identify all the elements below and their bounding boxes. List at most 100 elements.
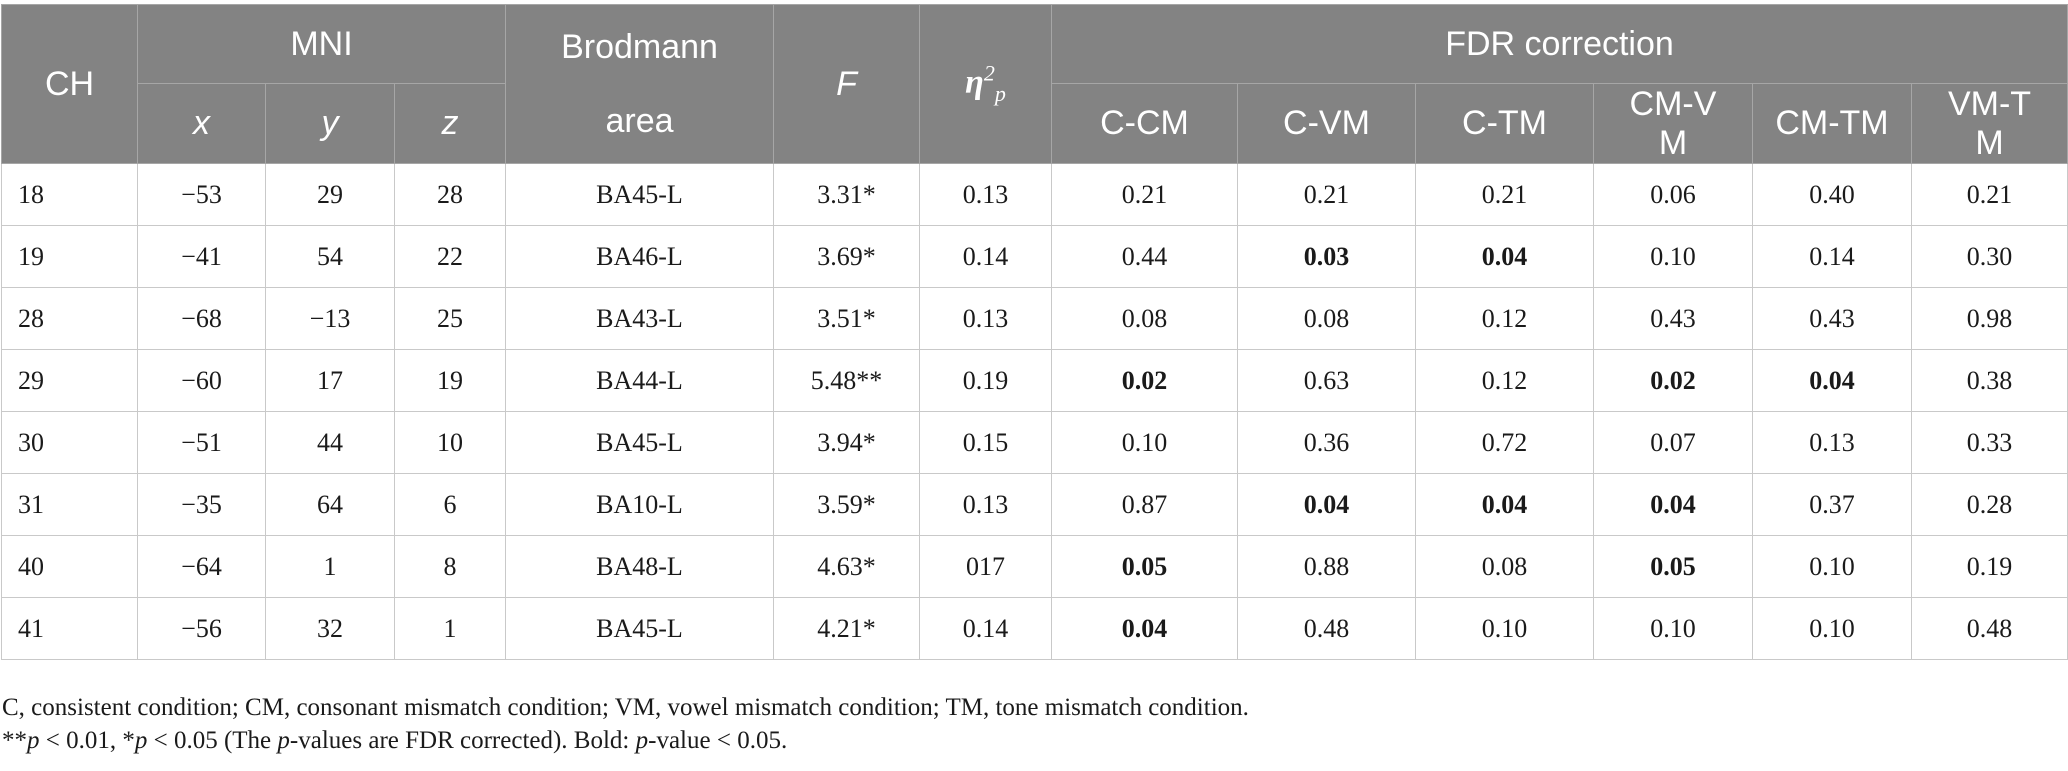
cell-c-cm: 0.04 xyxy=(1051,597,1238,660)
cell-c-vm: 0.08 xyxy=(1237,287,1416,350)
cell-c-vm: 0.48 xyxy=(1237,597,1416,660)
cell-cm-tm: 0.10 xyxy=(1752,597,1912,660)
table-header: CH MNI Brodmann area F η2p FDR correctio… xyxy=(1,4,2068,164)
cell-area: BA43-L xyxy=(505,287,774,350)
cell-eta: 0.14 xyxy=(919,597,1052,660)
header-f: F xyxy=(773,4,920,164)
cell-vm-tm: 0.30 xyxy=(1910,225,2068,288)
header-c-vm: C-VM xyxy=(1237,83,1416,164)
cell-ch: 30 xyxy=(1,411,138,474)
cell-z: 28 xyxy=(394,163,506,226)
cell-c-cm: 0.02 xyxy=(1051,349,1238,412)
table-footnotes: C, consistent condition; CM, consonant m… xyxy=(2,691,1249,757)
header-ch: CH xyxy=(1,4,138,164)
header-eta: η2p xyxy=(919,4,1052,164)
footnote-p: p xyxy=(134,727,148,754)
cell-c-cm: 0.21 xyxy=(1051,163,1238,226)
eta-sup: 2 xyxy=(983,60,995,86)
cell-area: BA10-L xyxy=(505,473,774,536)
cell-ch: 29 xyxy=(1,349,138,412)
cell-x: −68 xyxy=(137,287,266,350)
cell-cm-vm: 0.10 xyxy=(1593,597,1753,660)
cell-area: BA45-L xyxy=(505,597,774,660)
header-vm-tm: VM-TM xyxy=(1910,83,2068,164)
cell-y: 64 xyxy=(265,473,395,536)
cell-vm-tm: 0.38 xyxy=(1910,349,2068,412)
cell-vm-tm: 0.98 xyxy=(1910,287,2068,350)
cell-z: 1 xyxy=(394,597,506,660)
cell-ch: 31 xyxy=(1,473,138,536)
header-z: z xyxy=(394,83,506,164)
cell-vm-tm: 0.21 xyxy=(1910,163,2068,226)
cell-c-tm: 0.72 xyxy=(1415,411,1594,474)
cell-y: 1 xyxy=(265,535,395,598)
cell-c-vm: 0.88 xyxy=(1237,535,1416,598)
table-row: 30 −51 44 10 BA45-L 3.94* 0.15 0.10 0.36… xyxy=(1,411,2068,474)
cell-cm-vm: 0.04 xyxy=(1593,473,1753,536)
table-row: 31 −35 64 6 BA10-L 3.59* 0.13 0.87 0.04 … xyxy=(1,473,2068,536)
cell-cm-vm: 0.06 xyxy=(1593,163,1753,226)
cell-y: 32 xyxy=(265,597,395,660)
eta-sub: p xyxy=(994,80,1006,106)
cell-x: −53 xyxy=(137,163,266,226)
cell-y: 54 xyxy=(265,225,395,288)
cell-c-vm: 0.36 xyxy=(1237,411,1416,474)
cell-f: 3.59* xyxy=(773,473,920,536)
cell-eta: 0.13 xyxy=(919,473,1052,536)
cell-ch: 18 xyxy=(1,163,138,226)
cell-eta: 0.19 xyxy=(919,349,1052,412)
table-body: 18 −53 29 28 BA45-L 3.31* 0.13 0.21 0.21… xyxy=(1,163,2068,660)
cell-area: BA46-L xyxy=(505,225,774,288)
table-row: 41 −56 32 1 BA45-L 4.21* 0.14 0.04 0.48 … xyxy=(1,597,2068,660)
footnote-part: -value < 0.05. xyxy=(648,727,788,754)
cell-cm-tm: 0.43 xyxy=(1752,287,1912,350)
cell-z: 22 xyxy=(394,225,506,288)
cell-c-vm: 0.04 xyxy=(1237,473,1416,536)
cell-z: 8 xyxy=(394,535,506,598)
header-brodmann: Brodmann area xyxy=(505,4,774,164)
table-row: 18 −53 29 28 BA45-L 3.31* 0.13 0.21 0.21… xyxy=(1,163,2068,226)
cell-y: 44 xyxy=(265,411,395,474)
cell-x: −41 xyxy=(137,225,266,288)
cell-c-tm: 0.04 xyxy=(1415,225,1594,288)
cell-y: 17 xyxy=(265,349,395,412)
cell-ch: 41 xyxy=(1,597,138,660)
table-row: 29 −60 17 19 BA44-L 5.48** 0.19 0.02 0.6… xyxy=(1,349,2068,412)
cell-vm-tm: 0.28 xyxy=(1910,473,2068,536)
table-row: 40 −64 1 8 BA48-L 4.63* 017 0.05 0.88 0.… xyxy=(1,535,2068,598)
header-fdr: FDR correction xyxy=(1050,4,2068,84)
header-x: x xyxy=(137,83,266,164)
cell-z: 25 xyxy=(394,287,506,350)
header-cm-tm: CM-TM xyxy=(1752,83,1912,164)
cell-ch: 19 xyxy=(1,225,138,288)
cell-eta: 0.14 xyxy=(919,225,1052,288)
cell-area: BA45-L xyxy=(505,163,774,226)
cell-cm-vm: 0.02 xyxy=(1593,349,1753,412)
cell-f: 5.48** xyxy=(773,349,920,412)
header-y: y xyxy=(265,83,395,164)
cell-c-tm: 0.04 xyxy=(1415,473,1594,536)
eta-base: η xyxy=(965,63,984,101)
cell-eta: 017 xyxy=(919,535,1052,598)
cell-y: 29 xyxy=(265,163,395,226)
cell-vm-tm: 0.48 xyxy=(1910,597,2068,660)
cell-cm-tm: 0.04 xyxy=(1752,349,1912,412)
cell-cm-tm: 0.10 xyxy=(1752,535,1912,598)
header-c-tm: C-TM xyxy=(1415,83,1594,164)
cell-eta: 0.15 xyxy=(919,411,1052,474)
results-table: CH MNI Brodmann area F η2p FDR correctio… xyxy=(1,4,2068,660)
footnote-part: -values are FDR corrected). Bold: xyxy=(289,727,636,754)
header-c-cm: C-CM xyxy=(1051,83,1238,164)
cell-cm-vm: 0.05 xyxy=(1593,535,1753,598)
cell-f: 4.63* xyxy=(773,535,920,598)
cell-f: 3.31* xyxy=(773,163,920,226)
header-mni: MNI xyxy=(137,4,506,84)
footnote-part: ** xyxy=(2,727,27,754)
cell-c-tm: 0.08 xyxy=(1415,535,1594,598)
cell-c-cm: 0.87 xyxy=(1051,473,1238,536)
table-row: 19 −41 54 22 BA46-L 3.69* 0.14 0.44 0.03… xyxy=(1,225,2068,288)
cell-c-cm: 0.44 xyxy=(1051,225,1238,288)
footnote-significance: **p < 0.01, *p < 0.05 (The p-values are … xyxy=(2,724,1249,757)
cell-c-cm: 0.05 xyxy=(1051,535,1238,598)
footnote-abbreviations: C, consistent condition; CM, consonant m… xyxy=(2,694,1249,721)
